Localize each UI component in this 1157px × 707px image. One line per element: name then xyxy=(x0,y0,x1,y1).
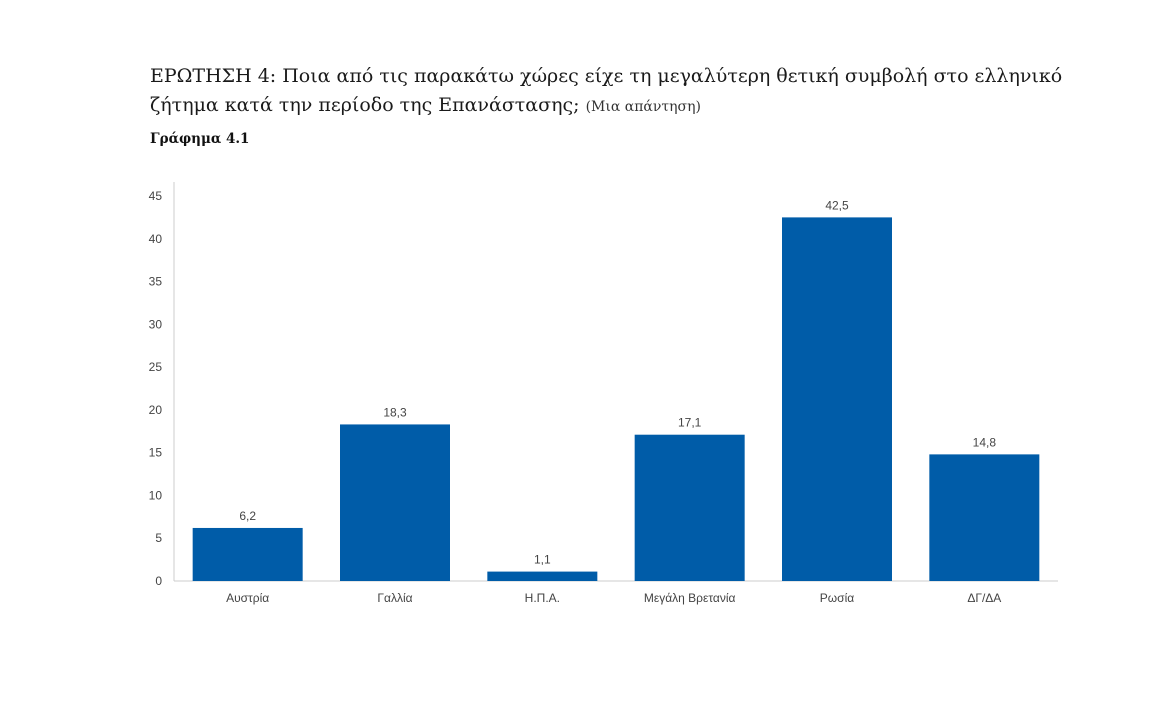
bar-value-label: 6,2 xyxy=(239,509,256,523)
bar xyxy=(340,424,450,581)
question-note: (Μια απάντηση) xyxy=(585,99,701,115)
y-tick-label: 35 xyxy=(149,275,163,289)
bar xyxy=(487,571,598,581)
y-tick-label: 30 xyxy=(149,317,163,331)
question-title: ΕΡΩΤΗΣΗ 4: Ποια από τις παρακάτω χώρες ε… xyxy=(150,62,1110,122)
chart-caption: Γράφημα 4.1 xyxy=(150,131,250,147)
bar-value-label: 18,3 xyxy=(383,405,407,419)
y-tick-label: 45 xyxy=(149,189,163,203)
x-tick-label: Ρωσία xyxy=(820,591,854,605)
bar-value-label: 17,1 xyxy=(678,416,702,430)
bar-value-label: 14,8 xyxy=(973,435,997,449)
y-tick-label: 20 xyxy=(149,403,163,417)
y-tick-label: 25 xyxy=(149,360,163,374)
y-tick-label: 5 xyxy=(155,531,162,545)
y-tick-label: 40 xyxy=(149,232,163,246)
bar xyxy=(929,454,1040,581)
x-tick-label: Μεγάλη Βρετανία xyxy=(644,591,736,605)
bar-value-label: 42,5 xyxy=(825,198,849,212)
x-tick-label: Γαλλία xyxy=(377,591,412,605)
bar xyxy=(192,527,303,581)
bar xyxy=(782,217,892,581)
y-tick-label: 0 xyxy=(155,574,162,588)
y-tick-label: 15 xyxy=(149,446,163,460)
x-tick-label: ΔΓ/ΔΑ xyxy=(967,591,1001,605)
question-text: ΕΡΩΤΗΣΗ 4: Ποια από τις παρακάτω χώρες ε… xyxy=(150,65,1063,116)
bar-value-label: 1,1 xyxy=(534,553,551,567)
x-tick-label: Η.Π.Α. xyxy=(525,591,560,605)
bar xyxy=(634,434,745,581)
x-tick-label: Αυστρία xyxy=(226,591,269,605)
y-tick-label: 10 xyxy=(149,488,163,502)
